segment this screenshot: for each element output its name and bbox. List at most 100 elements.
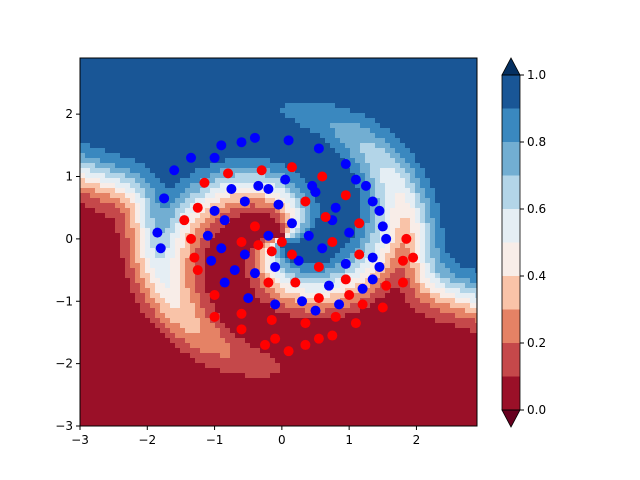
contour-cell: [410, 203, 416, 209]
contour-cell: [90, 93, 96, 99]
contour-cell: [375, 88, 381, 94]
contour-cell: [115, 73, 121, 79]
contour-cell: [230, 103, 236, 109]
contour-cell: [335, 278, 341, 284]
contour-cell: [320, 163, 326, 169]
contour-cell: [125, 353, 131, 359]
contour-cell: [195, 328, 201, 334]
contour-cell: [120, 353, 126, 359]
contour-cell: [295, 93, 301, 99]
contour-cell: [280, 93, 286, 99]
contour-cell: [110, 348, 116, 354]
contour-cell: [435, 58, 441, 64]
contour-cell: [360, 323, 366, 329]
contour-cell: [235, 183, 241, 189]
contour-cell: [165, 343, 171, 349]
contour-cell: [175, 263, 181, 269]
contour-cell: [315, 108, 321, 114]
contour-cell: [420, 118, 426, 124]
contour-cell: [125, 313, 131, 319]
contour-cell: [360, 338, 366, 344]
contour-cell: [115, 283, 121, 289]
contour-cell: [390, 148, 396, 154]
contour-cell: [370, 343, 376, 349]
contour-cell: [205, 238, 211, 244]
contour-cell: [470, 258, 476, 264]
contour-cell: [330, 348, 336, 354]
contour-cell: [380, 338, 386, 344]
contour-cell: [340, 353, 346, 359]
contour-cell: [330, 248, 336, 254]
contour-cell: [260, 223, 266, 229]
contour-cell: [445, 63, 451, 69]
contour-cell: [80, 353, 86, 359]
contour-cell: [260, 58, 266, 64]
contour-cell: [85, 218, 91, 224]
contour-cell: [380, 128, 386, 134]
contour-cell: [120, 63, 126, 69]
contour-cell: [110, 158, 116, 164]
contour-cell: [345, 88, 351, 94]
contour-cell: [130, 113, 136, 119]
contour-cell: [435, 263, 441, 269]
contour-cell: [215, 193, 221, 199]
contour-cell: [395, 343, 401, 349]
contour-cell: [365, 308, 371, 314]
contour-cell: [400, 153, 406, 159]
contour-cell: [350, 108, 356, 114]
contour-cell: [395, 158, 401, 164]
contour-cell: [370, 158, 376, 164]
contour-cell: [100, 128, 106, 134]
contour-cell: [115, 103, 121, 109]
contour-cell: [380, 163, 386, 169]
contour-cell: [270, 208, 276, 214]
contour-cell: [425, 343, 431, 349]
contour-cell: [170, 123, 176, 129]
contour-cell: [105, 338, 111, 344]
contour-cell: [425, 233, 431, 239]
contour-cell: [280, 193, 286, 199]
contour-cell: [255, 103, 261, 109]
contour-cell: [415, 193, 421, 199]
contour-cell: [425, 308, 431, 314]
contour-cell: [155, 343, 161, 349]
contour-cell: [420, 173, 426, 179]
contour-cell: [445, 173, 451, 179]
contour-cell: [215, 58, 221, 64]
contour-cell: [315, 178, 321, 184]
contour-cell: [265, 173, 271, 179]
contour-cell: [430, 58, 436, 64]
contour-cell: [350, 263, 356, 269]
contour-cell: [330, 343, 336, 349]
contour-cell: [175, 148, 181, 154]
contour-cell: [375, 98, 381, 104]
contour-cell: [210, 348, 216, 354]
contour-cell: [420, 363, 426, 369]
contour-cell: [335, 263, 341, 269]
contour-cell: [325, 298, 331, 304]
contour-cell: [110, 363, 116, 369]
contour-cell: [105, 228, 111, 234]
contour-cell: [325, 243, 331, 249]
contour-cell: [440, 283, 446, 289]
contour-cell: [265, 328, 271, 334]
contour-cell: [95, 273, 101, 279]
contour-cell: [255, 158, 261, 164]
contour-cell: [455, 268, 461, 274]
contour-cell: [155, 98, 161, 104]
contour-cell: [365, 263, 371, 269]
contour-cell: [300, 153, 306, 159]
contour-cell: [135, 168, 141, 174]
contour-cell: [105, 158, 111, 164]
contour-cell: [455, 313, 461, 319]
contour-cell: [95, 318, 101, 324]
contour-cell: [425, 103, 431, 109]
contour-cell: [460, 338, 466, 344]
contour-cell: [230, 123, 236, 129]
contour-cell: [100, 273, 106, 279]
contour-cell: [430, 123, 436, 129]
contour-cell: [430, 308, 436, 314]
contour-cell: [265, 298, 271, 304]
contour-cell: [200, 368, 206, 374]
contour-cell: [380, 248, 386, 254]
